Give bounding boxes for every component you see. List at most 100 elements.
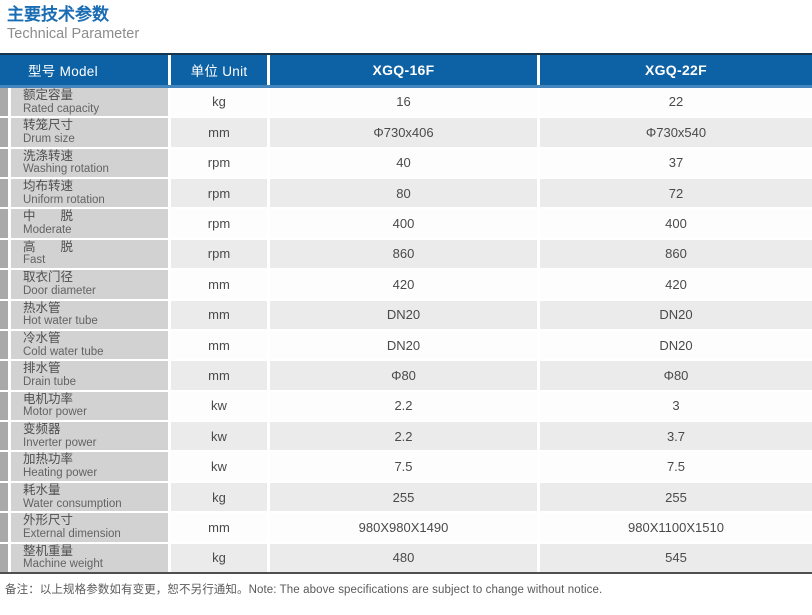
row-unit-value: mm: [171, 270, 267, 299]
row-value-xgq22f: 545: [540, 543, 812, 573]
table-row: 加热功率 Heating power kw 7.5 7.5: [0, 452, 812, 481]
row-accent-strip: [0, 270, 8, 299]
row-label-en: Moderate: [23, 224, 72, 237]
row-label-zh: 外形尺寸: [23, 513, 74, 528]
row-label-zh: 高 脱: [23, 239, 74, 254]
row-label-en: Drum size: [23, 132, 75, 145]
row-parameter-label: 均布转速 Uniform rotation: [11, 178, 168, 208]
row-accent-strip: [0, 361, 8, 390]
table-row: 电机功率 Motor power kw 2.2 3: [0, 391, 812, 421]
row-label-zh: 冷水管: [23, 330, 61, 345]
row-label-en: Water consumption: [23, 497, 122, 510]
row-accent-strip: [0, 422, 8, 451]
row-label-en: Hot water tube: [23, 315, 98, 328]
row-label-en: Fast: [23, 254, 46, 267]
table-row: 额定容量 Rated capacity kg 16 22: [0, 87, 812, 117]
row-value-xgq22f: 255: [540, 482, 812, 512]
row-label-en: Heating power: [23, 467, 98, 480]
table-row: 冷水管 Cold water tube mm DN20 DN20: [0, 330, 812, 360]
row-accent-strip: [0, 482, 8, 512]
row-parameter-label: 耗水量 Water consumption: [11, 482, 168, 512]
row-accent-strip: [0, 209, 8, 238]
row-parameter-label: 外形尺寸 External dimension: [11, 513, 168, 542]
table-row: 转笼尺寸 Drum size mm Φ730x406 Φ730x540: [0, 118, 812, 147]
row-unit-value: mm: [171, 361, 267, 390]
row-value-xgq16f: 40: [270, 148, 537, 177]
header-model: 型号 Model: [0, 54, 168, 85]
table-body: 额定容量 Rated capacity kg 16 22 转笼尺寸 Drum s…: [0, 87, 812, 573]
table-row: 取衣门径 Door diameter mm 420 420: [0, 270, 812, 299]
row-label-zh: 加热功率: [23, 452, 74, 467]
row-unit-value: kg: [171, 543, 267, 573]
row-accent-strip: [0, 178, 8, 208]
row-value-xgq16f: 2.2: [270, 391, 537, 421]
header-unit: 单位 Unit: [171, 54, 267, 85]
row-parameter-label: 高 脱 Fast: [11, 239, 168, 269]
header-model-xgq22f: XGQ-22F: [540, 54, 812, 85]
row-value-xgq22f: 7.5: [540, 452, 812, 481]
row-parameter-label: 取衣门径 Door diameter: [11, 270, 168, 299]
table-row: 热水管 Hot water tube mm DN20 DN20: [0, 300, 812, 329]
row-value-xgq22f: 980X1100X1510: [540, 513, 812, 542]
row-label-zh: 洗涤转速: [23, 148, 74, 163]
row-value-xgq16f: DN20: [270, 300, 537, 329]
row-unit-value: mm: [171, 300, 267, 329]
row-value-xgq22f: 860: [540, 239, 812, 269]
table-row: 高 脱 Fast rpm 860 860: [0, 239, 812, 269]
page-title: 主要技术参数: [7, 5, 109, 24]
row-parameter-label: 热水管 Hot water tube: [11, 300, 168, 329]
row-accent-strip: [0, 118, 8, 147]
row-value-xgq16f: 980X980X1490: [270, 513, 537, 542]
row-value-xgq22f: 22: [540, 87, 812, 117]
row-value-xgq16f: 480: [270, 543, 537, 573]
row-label-zh: 转笼尺寸: [23, 118, 74, 133]
table-row: 外形尺寸 External dimension mm 980X980X1490 …: [0, 513, 812, 542]
row-value-xgq22f: 37: [540, 148, 812, 177]
row-parameter-label: 加热功率 Heating power: [11, 452, 168, 481]
table-header-row: 型号 Model 单位 Unit XGQ-16F XGQ-22F: [0, 52, 812, 88]
row-value-xgq16f: 400: [270, 209, 537, 238]
row-value-xgq16f: 16: [270, 87, 537, 117]
row-accent-strip: [0, 300, 8, 329]
row-unit-value: mm: [171, 118, 267, 147]
row-value-xgq16f: DN20: [270, 330, 537, 360]
row-accent-strip: [0, 239, 8, 269]
row-value-xgq22f: 3: [540, 391, 812, 421]
row-value-xgq16f: Φ80: [270, 361, 537, 390]
row-unit-value: mm: [171, 330, 267, 360]
row-value-xgq22f: 72: [540, 178, 812, 208]
row-label-zh: 中 脱: [23, 209, 74, 224]
row-value-xgq22f: 400: [540, 209, 812, 238]
row-label-zh: 整机重量: [23, 543, 74, 558]
row-parameter-label: 冷水管 Cold water tube: [11, 330, 168, 360]
row-parameter-label: 排水管 Drain tube: [11, 361, 168, 390]
row-parameter-label: 转笼尺寸 Drum size: [11, 118, 168, 147]
row-label-zh: 耗水量: [23, 482, 61, 497]
row-value-xgq16f: 860: [270, 239, 537, 269]
row-label-zh: 排水管: [23, 361, 61, 376]
row-unit-value: rpm: [171, 148, 267, 177]
row-parameter-label: 整机重量 Machine weight: [11, 543, 168, 573]
row-unit-value: kw: [171, 452, 267, 481]
spec-table: 型号 Model 单位 Unit XGQ-16F XGQ-22F 额定容量 Ra…: [0, 52, 812, 575]
table-row: 整机重量 Machine weight kg 480 545: [0, 543, 812, 573]
row-accent-strip: [0, 148, 8, 177]
row-unit-value: kg: [171, 482, 267, 512]
table-row: 耗水量 Water consumption kg 255 255: [0, 482, 812, 512]
row-label-en: Door diameter: [23, 284, 96, 297]
row-label-en: Uniform rotation: [23, 193, 105, 206]
row-value-xgq22f: 3.7: [540, 422, 812, 451]
row-unit-value: kg: [171, 87, 267, 117]
row-label-en: Washing rotation: [23, 163, 109, 176]
row-value-xgq16f: 80: [270, 178, 537, 208]
row-value-xgq16f: Φ730x406: [270, 118, 537, 147]
table-row: 洗涤转速 Washing rotation rpm 40 37: [0, 148, 812, 177]
footer-note: 备注：以上规格参数如有变更，恕不另行通知。Note: The above spe…: [5, 584, 603, 597]
row-parameter-label: 洗涤转速 Washing rotation: [11, 148, 168, 177]
row-label-en: Inverter power: [23, 436, 97, 449]
row-parameter-label: 变频器 Inverter power: [11, 422, 168, 451]
row-accent-strip: [0, 452, 8, 481]
row-accent-strip: [0, 543, 8, 573]
page-subtitle: Technical Parameter: [7, 26, 140, 43]
